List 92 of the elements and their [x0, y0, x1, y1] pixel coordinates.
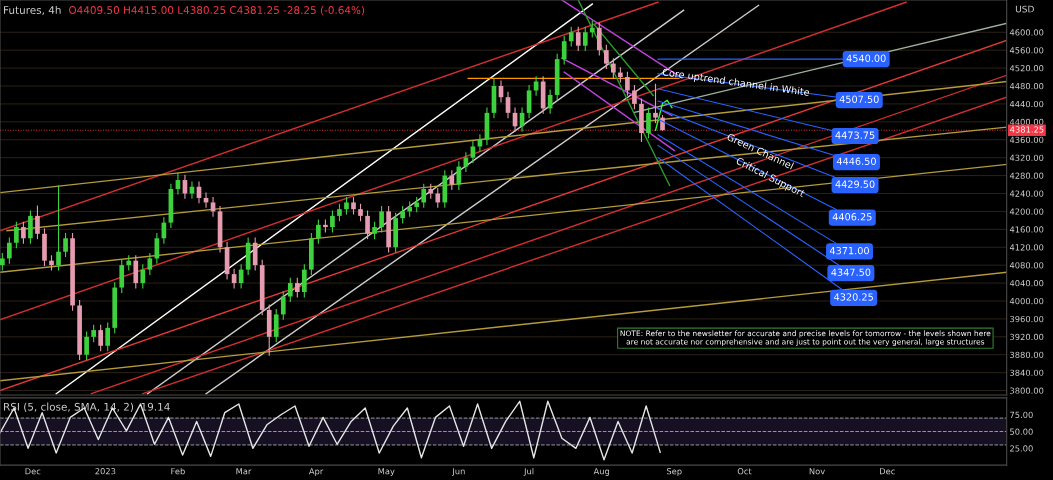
y-tick-label: 4280.00	[1009, 172, 1044, 179]
y-tick-label: 50.00	[1010, 428, 1033, 435]
y-tick-label: 4120.00	[1009, 244, 1044, 251]
candlestick	[7, 236, 12, 265]
annotation: 4446.50	[836, 157, 876, 165]
line-series	[0, 400, 661, 461]
y-tick-label: 3840.00	[1010, 369, 1044, 376]
annotation: 4406.25	[832, 213, 872, 221]
x-tick-label: Nov	[809, 468, 825, 475]
candlestick	[470, 140, 476, 164]
x-tick-label: Feb	[171, 467, 185, 475]
candlestick	[575, 26, 581, 52]
y-tick-label: 4240.00	[1009, 190, 1044, 197]
candlestick	[632, 84, 637, 110]
annotation: 4371.00	[829, 246, 869, 255]
x-tick-label: May	[378, 468, 395, 476]
y-tick-label: 3800.00	[1010, 387, 1044, 394]
candlestick	[435, 187, 441, 209]
candlestick	[98, 324, 104, 352]
x-tick-label: Aug	[593, 468, 610, 476]
y-tick-label: 4440.00	[1009, 100, 1044, 108]
candlestick	[611, 57, 616, 79]
x-tick-label: Dec	[880, 468, 895, 475]
annotation: 4540.00	[846, 54, 886, 62]
line-series	[654, 99, 673, 132]
candlestick	[280, 290, 286, 321]
x-tick-label: Sep	[666, 468, 682, 476]
candlestick	[330, 209, 335, 234]
candlestick	[294, 277, 300, 298]
text: Futures, 4h	[4, 5, 61, 16]
candlestick	[646, 106, 651, 139]
y-tick-label: 4160.00	[1009, 226, 1044, 233]
annotation: 4320.25	[834, 293, 873, 301]
candlestick	[14, 221, 19, 249]
x-tick-label: Jun	[451, 468, 465, 476]
candlestick	[449, 169, 455, 191]
annotation: 4507.50	[839, 95, 879, 103]
candlestick	[56, 184, 61, 272]
x-tick-label: Oct	[737, 468, 752, 475]
y-tick-label: 4480.00	[1009, 82, 1044, 90]
annotation: Core uptrend channel in White	[662, 68, 810, 98]
candlestick	[35, 205, 40, 240]
y-tick-label: 4400.00	[1009, 118, 1044, 126]
y-tick-label: 3960.00	[1010, 315, 1044, 323]
y-tick-label: 4360.00	[1009, 136, 1044, 144]
y-tick-label: 75.00	[1010, 411, 1033, 418]
candlestick	[379, 205, 384, 234]
candlestick	[252, 236, 258, 272]
y-tick-label: 4080.00	[1009, 262, 1044, 269]
candlestick	[133, 254, 139, 289]
text: O4409.50 H4415.00 L4380.25 C4381.25 -28.25 (-0.64%)	[69, 5, 365, 16]
x-tick-label: Apr	[308, 468, 324, 476]
candlestick	[625, 71, 630, 97]
y-axis-title: USD	[1015, 5, 1034, 13]
x-tick-label: Jul	[523, 467, 534, 476]
y-tick-label: 4040.00	[1009, 280, 1044, 287]
candlestick	[287, 277, 293, 303]
candlestick	[84, 330, 89, 361]
y-tick-label: 4320.00	[1009, 154, 1044, 161]
candlestick	[119, 259, 125, 294]
candlestick	[316, 218, 321, 245]
candlestick	[421, 183, 427, 209]
candlestick	[147, 252, 153, 276]
candlestick	[582, 26, 588, 52]
candlestick	[273, 308, 279, 343]
x-tick-label: Dec	[25, 468, 41, 475]
candlestick	[302, 263, 307, 298]
ref-line-label: 4381.25	[1010, 126, 1044, 133]
candlestick	[21, 221, 26, 245]
candlestick	[653, 83, 658, 124]
y-tick-label: 4600.00	[1009, 29, 1044, 36]
y-tick-label: 4560.00	[1009, 47, 1044, 54]
y-tick-label: 4000.00	[1009, 297, 1044, 305]
candlestick	[568, 26, 574, 48]
candlestick	[63, 232, 68, 258]
candlestick	[140, 263, 146, 289]
annotation: 4473.75	[835, 131, 875, 139]
candlestick	[365, 209, 370, 240]
y-tick-label: 3920.00	[1010, 333, 1044, 341]
candlestick	[28, 209, 33, 245]
x-tick-label: 2023	[95, 468, 116, 475]
y-tick-label: 4200.00	[1009, 208, 1044, 215]
candlestick	[105, 321, 111, 352]
annotation: 4347.50	[831, 268, 871, 276]
y-tick-label: 3880.00	[1010, 351, 1044, 359]
candlestick	[604, 44, 609, 70]
y-tick-label: 4520.00	[1009, 65, 1044, 72]
y-tick-label: 25.00	[1010, 445, 1033, 452]
x-tick-label: Mar	[236, 468, 252, 475]
candlestick	[561, 35, 567, 66]
candlestick	[596, 21, 602, 57]
annotation: 4429.50	[835, 180, 875, 188]
